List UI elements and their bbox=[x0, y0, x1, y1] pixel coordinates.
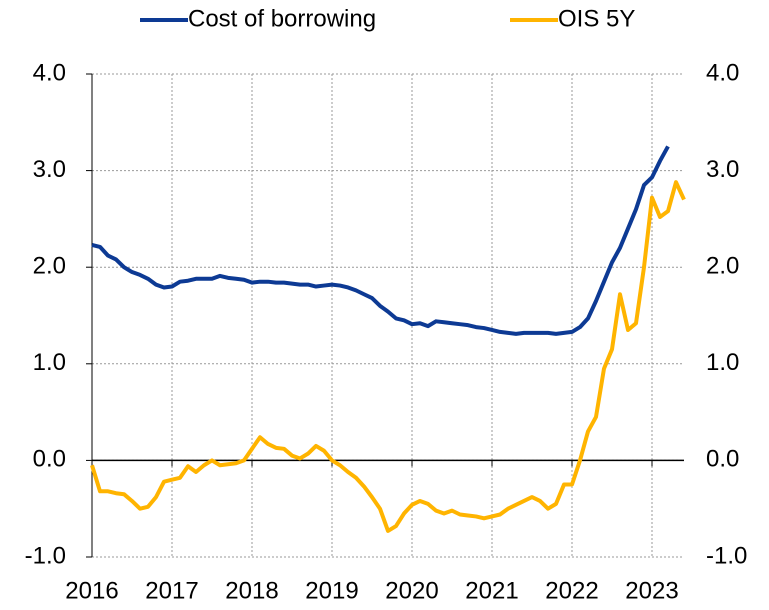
y2-tick-label: 3.0 bbox=[706, 156, 739, 183]
x-tick-label: 2022 bbox=[545, 577, 598, 604]
y-tick-label: 0.0 bbox=[33, 446, 66, 473]
x-tick-label: 2023 bbox=[625, 577, 678, 604]
x-tick-label: 2018 bbox=[225, 577, 278, 604]
x-tick-label: 2020 bbox=[385, 577, 438, 604]
y-tick-label: 2.0 bbox=[33, 253, 66, 280]
x-tick-label: 2021 bbox=[465, 577, 518, 604]
y-tick-label: 3.0 bbox=[33, 156, 66, 183]
y-tick-label: 4.0 bbox=[33, 59, 66, 86]
x-tick-label: 2019 bbox=[305, 577, 358, 604]
y2-tick-label: 1.0 bbox=[706, 349, 739, 376]
line-series bbox=[90, 180, 686, 533]
y2-tick-label: 4.0 bbox=[706, 59, 739, 86]
y2-tick-label: 2.0 bbox=[706, 253, 739, 280]
x-tick-label: 2016 bbox=[65, 577, 118, 604]
x-tick-label: 2017 bbox=[145, 577, 198, 604]
y2-tick-label: 0.0 bbox=[706, 446, 739, 473]
y-tick-label: 1.0 bbox=[33, 349, 66, 376]
y2-tick-label: -1.0 bbox=[706, 542, 747, 569]
legend-label: OIS 5Y bbox=[558, 5, 635, 32]
line-series bbox=[91, 145, 670, 336]
legend-label: Cost of borrowing bbox=[188, 5, 376, 32]
y-tick-label: -1.0 bbox=[25, 542, 66, 569]
